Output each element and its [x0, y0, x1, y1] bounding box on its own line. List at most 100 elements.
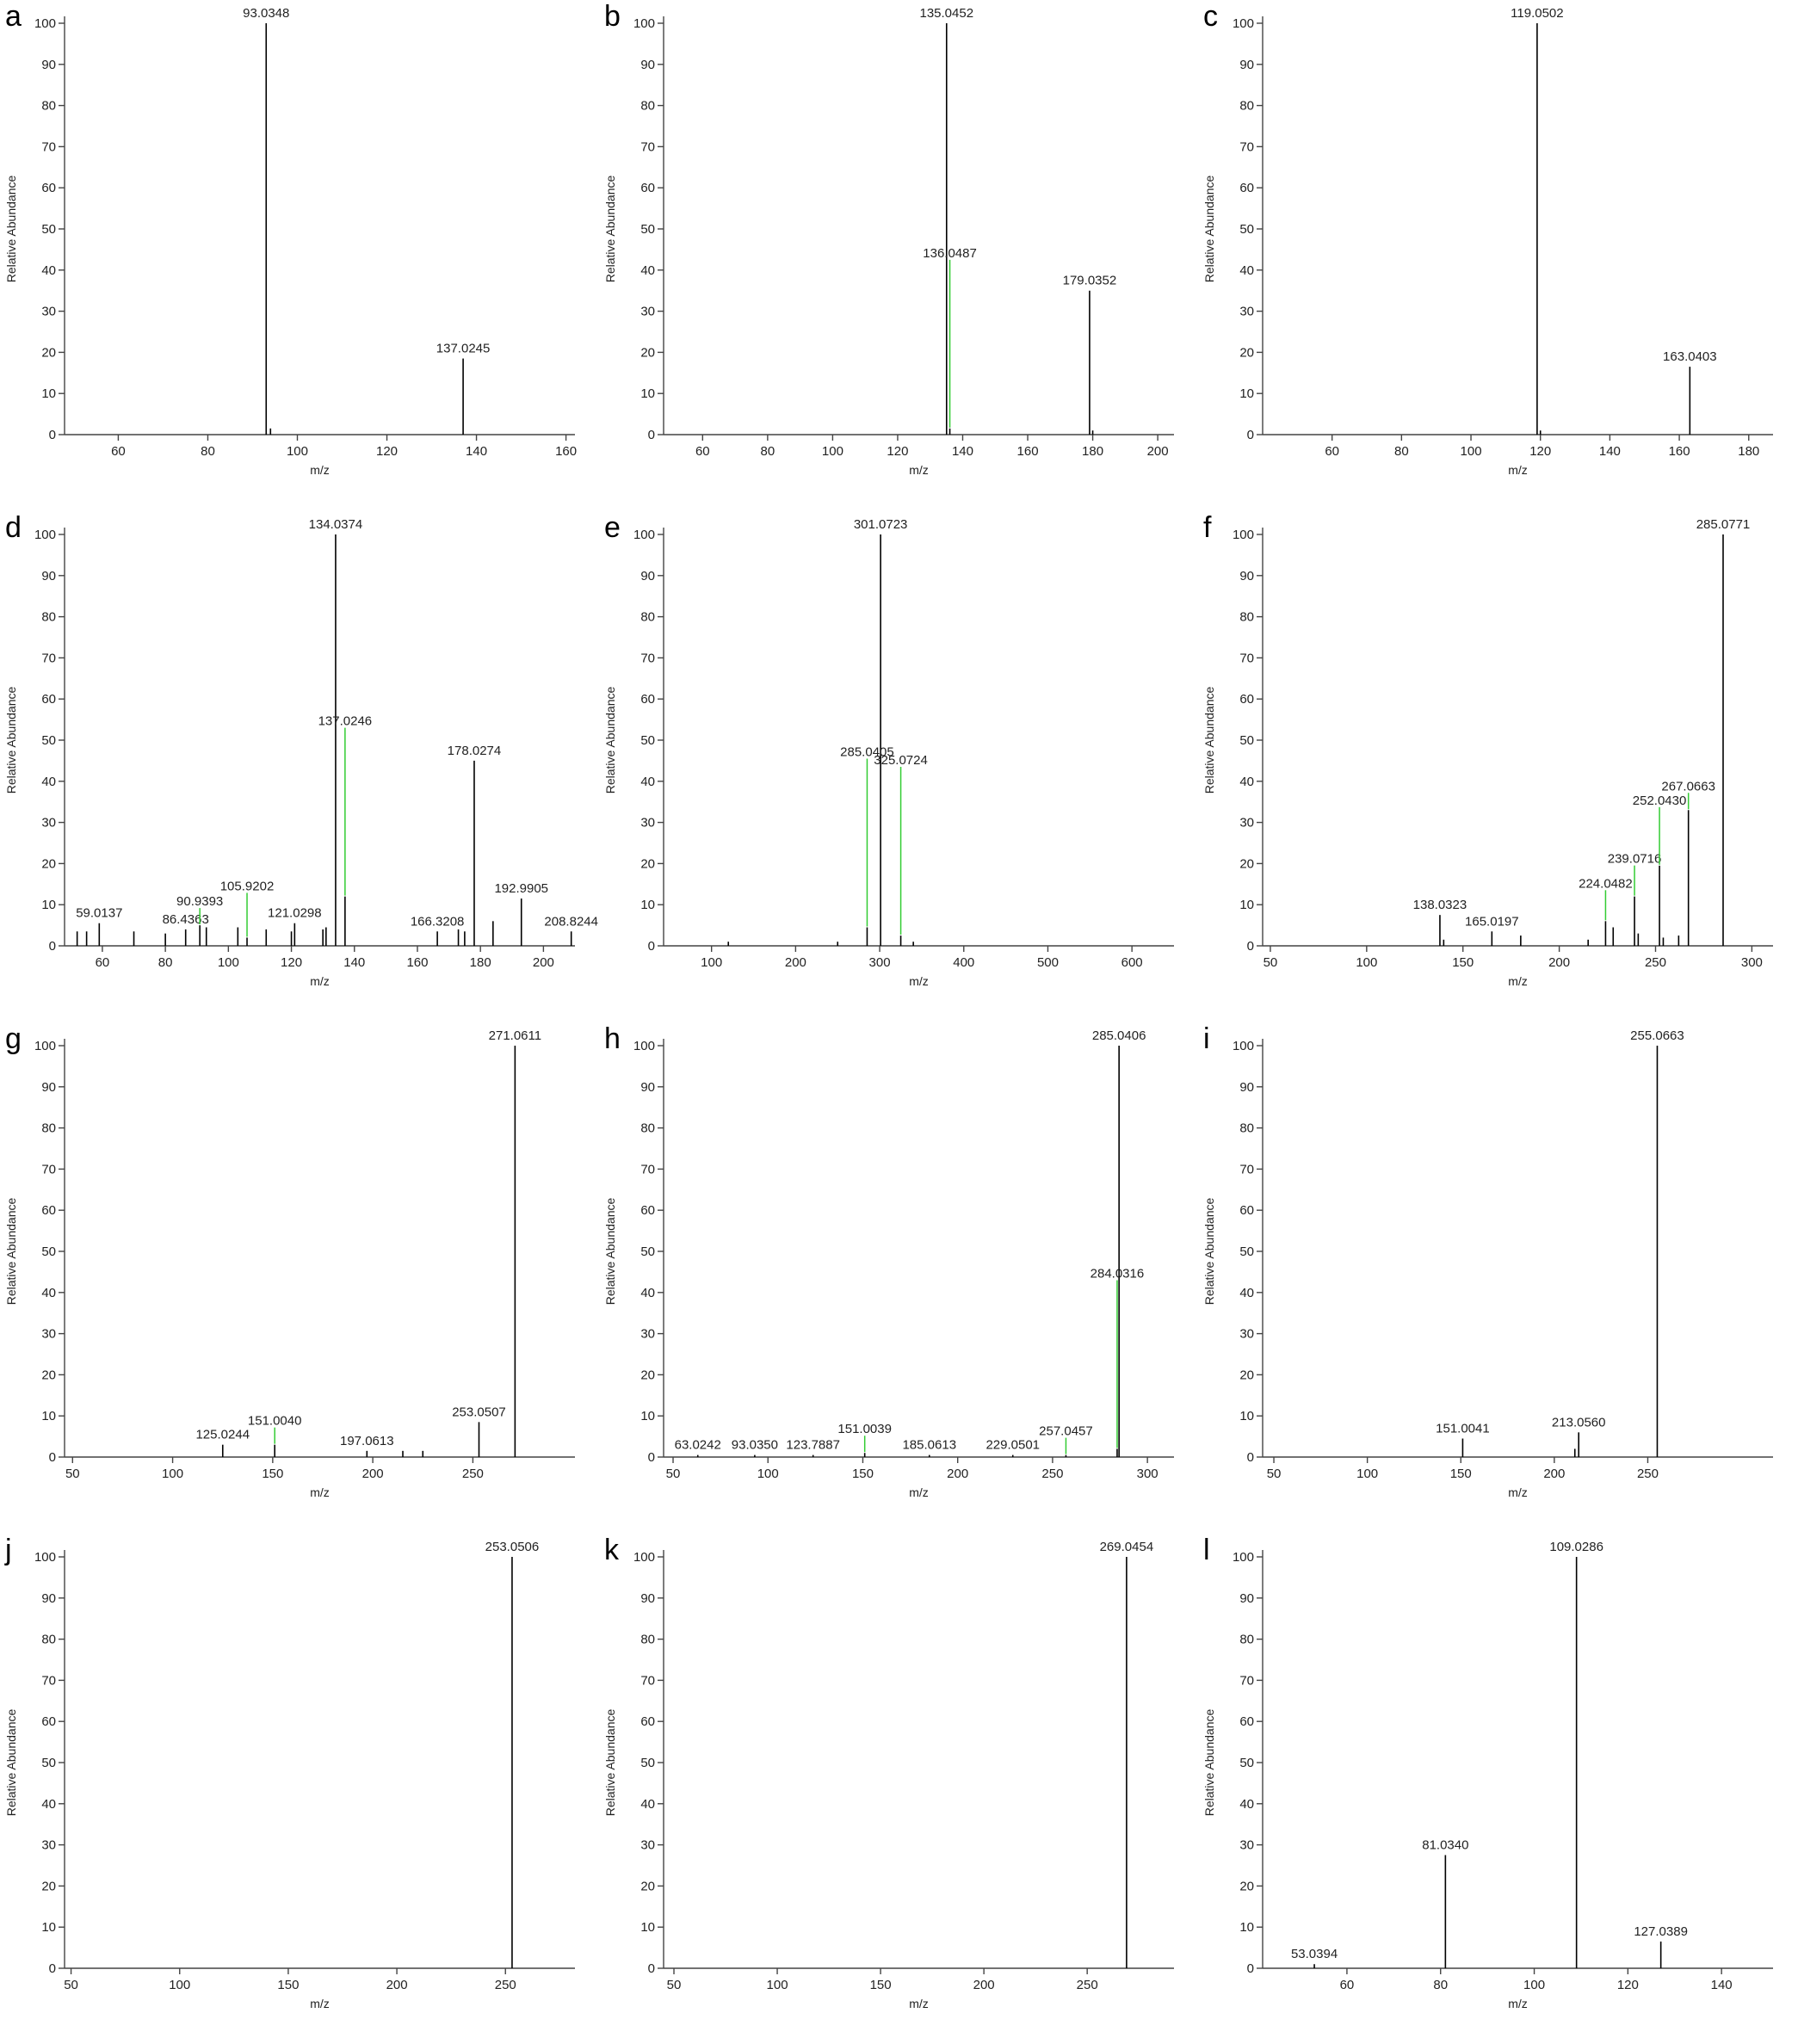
x-tick-label: 100 [162, 1467, 183, 1481]
y-tick-label: 0 [648, 428, 655, 442]
x-tick-label: 200 [785, 955, 806, 970]
x-tick-label: 120 [376, 444, 398, 459]
y-tick-label: 70 [1239, 1162, 1254, 1176]
x-tick-label: 200 [973, 1978, 995, 1992]
peak-label: 137.0246 [318, 714, 373, 729]
y-tick-label: 80 [41, 1633, 56, 1647]
y-tick-label: 40 [1239, 775, 1254, 789]
y-tick-label: 20 [1239, 1368, 1254, 1382]
peak-label: 137.0245 [436, 342, 491, 356]
x-tick-label: 100 [701, 955, 722, 970]
y-tick-label: 60 [41, 1203, 56, 1218]
panel-label: d [5, 511, 22, 544]
panel-label: c [1203, 0, 1218, 33]
y-axis-label: Relative Abundance [603, 1709, 617, 1817]
x-tick-label: 160 [406, 955, 428, 970]
peak-label: 255.0663 [1630, 1028, 1684, 1043]
x-tick-label: 100 [169, 1978, 190, 1992]
peak-label: 109.0286 [1549, 1540, 1603, 1554]
x-axis-label: m/z [909, 1997, 929, 2010]
x-tick-label: 300 [1741, 955, 1763, 970]
y-tick-label: 80 [640, 1633, 655, 1647]
x-tick-label: 50 [666, 1467, 681, 1481]
peak-label: 284.0316 [1091, 1266, 1145, 1281]
y-tick-label: 30 [640, 816, 655, 831]
x-tick-label: 80 [1394, 444, 1409, 459]
y-tick-label: 60 [1239, 692, 1254, 707]
x-tick-label: 250 [462, 1467, 484, 1481]
y-tick-label: 100 [1233, 528, 1254, 542]
peak-label: 163.0403 [1663, 349, 1717, 364]
y-tick-label: 100 [34, 16, 56, 31]
y-axis-label: Relative Abundance [4, 687, 18, 794]
peak-label: 125.0244 [195, 1428, 250, 1442]
x-axis-label: m/z [1508, 1485, 1528, 1499]
y-tick-label: 70 [1239, 139, 1254, 154]
y-tick-label: 30 [1239, 305, 1254, 319]
peak-label: 59.0137 [76, 906, 122, 921]
y-axis-label: Relative Abundance [603, 176, 617, 283]
spectrum-panel: l Relative Abundance m/z 0 10 20 30 40 50 60 70 80 9… [1202, 1534, 1773, 2010]
x-tick-label: 50 [64, 1978, 78, 1992]
peak-label: 81.0340 [1422, 1838, 1468, 1853]
x-tick-label: 300 [869, 955, 891, 970]
y-tick-label: 0 [1247, 939, 1254, 954]
peak-label: 179.0352 [1063, 274, 1117, 288]
x-tick-label: 140 [952, 444, 973, 459]
y-tick-label: 0 [49, 428, 56, 442]
peak-label: 301.0723 [854, 517, 908, 532]
y-tick-label: 30 [640, 1327, 655, 1342]
spectrum-panel: d Relative Abundance m/z 0 10 20 30 40 50 60 70 80 9… [4, 511, 598, 988]
y-tick-label: 90 [1239, 569, 1254, 584]
x-tick-label: 80 [1433, 1978, 1448, 1992]
peak-label: 208.8244 [544, 914, 598, 929]
y-tick-label: 50 [640, 222, 655, 237]
y-tick-label: 60 [640, 1203, 655, 1218]
y-tick-label: 60 [640, 692, 655, 707]
y-tick-label: 70 [640, 1673, 655, 1688]
y-tick-label: 50 [640, 1756, 655, 1770]
y-tick-label: 40 [640, 263, 655, 278]
x-tick-label: 150 [262, 1467, 283, 1481]
y-tick-label: 20 [41, 345, 56, 360]
x-tick-label: 100 [218, 955, 239, 970]
y-tick-label: 50 [640, 733, 655, 748]
x-tick-label: 100 [757, 1467, 779, 1481]
x-tick-label: 180 [1082, 444, 1103, 459]
y-tick-label: 100 [34, 528, 56, 542]
x-tick-label: 50 [667, 1978, 682, 1992]
y-tick-label: 30 [41, 816, 56, 831]
y-tick-label: 50 [1239, 1244, 1254, 1259]
spectrum-panel: h Relative Abundance m/z 0 10 20 30 40 50 60 70 80 9… [603, 1022, 1174, 1499]
y-tick-label: 80 [1239, 99, 1254, 114]
x-tick-label: 100 [287, 444, 308, 459]
panel-label: a [5, 0, 22, 33]
y-tick-label: 40 [1239, 1286, 1254, 1300]
y-tick-label: 40 [41, 1797, 56, 1812]
x-tick-label: 200 [1147, 444, 1169, 459]
y-tick-label: 0 [648, 1450, 655, 1465]
y-tick-label: 80 [1239, 610, 1254, 625]
peak-label: 93.0348 [243, 6, 289, 21]
peak-label: 192.9905 [494, 881, 548, 896]
x-tick-label: 200 [533, 955, 554, 970]
y-tick-label: 90 [640, 58, 655, 72]
y-tick-label: 20 [41, 1879, 56, 1893]
y-tick-label: 20 [1239, 345, 1254, 360]
y-tick-label: 30 [41, 1838, 56, 1853]
y-tick-label: 50 [41, 733, 56, 748]
y-tick-label: 70 [41, 1673, 56, 1688]
peak-label: 252.0430 [1633, 794, 1687, 808]
y-tick-label: 100 [1233, 1550, 1254, 1565]
y-tick-label: 70 [1239, 1673, 1254, 1688]
x-tick-label: 250 [1077, 1978, 1098, 1992]
x-tick-label: 50 [65, 1467, 80, 1481]
peak-label: 134.0374 [309, 517, 363, 532]
peak-label: 121.0298 [268, 906, 322, 921]
y-axis-label: Relative Abundance [1202, 1709, 1216, 1817]
x-axis-label: m/z [1508, 1997, 1528, 2010]
y-axis-label: Relative Abundance [603, 687, 617, 794]
spectrum-panel: a Relative Abundance m/z 0 10 20 30 40 50 60 70 80 9… [4, 0, 577, 477]
y-tick-label: 10 [1239, 1920, 1254, 1935]
